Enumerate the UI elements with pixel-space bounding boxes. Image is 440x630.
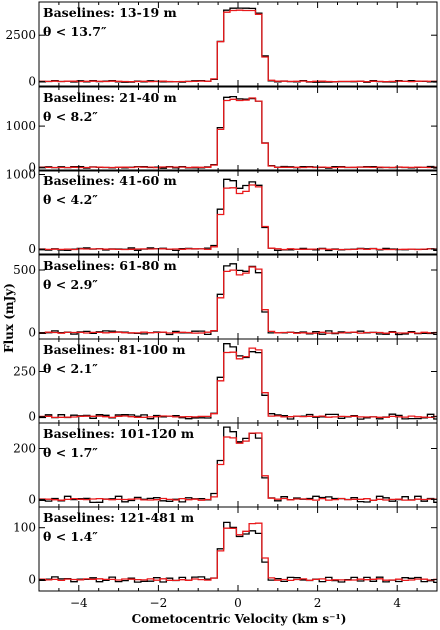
observed-spectrum-line bbox=[39, 521, 437, 584]
panel-theta-label: θ < 1.4″ bbox=[43, 529, 98, 544]
panel-theta-label: θ < 13.7″ bbox=[43, 24, 107, 39]
y-tick-label: 0 bbox=[28, 326, 36, 340]
model-spectrum-line bbox=[39, 266, 437, 334]
x-tick-label: 0 bbox=[234, 596, 242, 610]
y-tick-label: 1000 bbox=[5, 168, 36, 182]
panel-theta-label: θ < 2.9″ bbox=[43, 277, 98, 292]
y-tick-label: 1000 bbox=[5, 119, 36, 133]
y-tick-label: 0 bbox=[28, 410, 36, 424]
panel-theta-label: θ < 4.2″ bbox=[43, 192, 98, 207]
panel-2: 0 1000 Baselines: 21-40 m θ < 8.2″ bbox=[5, 86, 438, 174]
model-spectrum-line bbox=[39, 347, 437, 419]
y-tick-label: 0 bbox=[28, 74, 36, 88]
y-tick-label: 0 bbox=[28, 160, 36, 174]
y-tick-label: 250 bbox=[13, 365, 36, 379]
model-spectrum-line bbox=[39, 432, 437, 501]
model-spectrum-line bbox=[39, 522, 437, 582]
y-tick-label: 100 bbox=[13, 521, 36, 535]
panel-baseline-label: Baselines: 61-80 m bbox=[43, 258, 177, 273]
y-tick-label: 2500 bbox=[5, 28, 36, 42]
panel-5: 0 250 Baselines: 81-100 m θ < 2.1″ bbox=[13, 338, 438, 424]
y-axis-label: Flux (mJy) bbox=[2, 283, 16, 353]
y-tick-label: 0 bbox=[28, 492, 36, 506]
model-spectrum-line bbox=[39, 184, 437, 251]
panel-theta-label: θ < 2.1″ bbox=[43, 361, 98, 376]
panel-baseline-label: Baselines: 21-40 m bbox=[43, 90, 177, 105]
model-spectrum-line bbox=[39, 97, 437, 169]
panel-3: 0 1000 Baselines: 41-60 m θ < 4.2″ bbox=[5, 168, 438, 256]
x-tick-label: 2 bbox=[314, 596, 322, 610]
observed-spectrum-line bbox=[39, 95, 437, 169]
panel-baseline-label: Baselines: 41-60 m bbox=[43, 173, 177, 188]
panel-7: 0 100 Baselines: 121-481 m θ < 1.4″ bbox=[13, 506, 438, 592]
model-spectrum-line bbox=[39, 9, 437, 83]
panel-1: 0 2500 Baselines: 13-19 m θ < 13.7″ bbox=[5, 1, 438, 88]
panel-4: 0 500 Baselines: 61-80 m θ < 2.9″ bbox=[13, 254, 438, 340]
observed-spectrum-line bbox=[39, 178, 437, 252]
x-tick-label: 4 bbox=[393, 596, 401, 610]
panel-6: 0 200 Baselines: 101-120 m θ < 1.7″ bbox=[13, 422, 438, 508]
x-tick-label: −4 bbox=[70, 596, 88, 610]
panel-baseline-label: Baselines: 13-19 m bbox=[43, 5, 177, 20]
panel-baseline-label: Baselines: 121-481 m bbox=[43, 510, 194, 525]
panel-baseline-label: Baselines: 101-120 m bbox=[43, 426, 194, 441]
y-tick-label: 500 bbox=[13, 263, 36, 277]
x-axis-label: Cometocentric Velocity (km s⁻¹) bbox=[132, 612, 347, 626]
y-tick-label: 200 bbox=[13, 442, 36, 456]
x-tick-label: −2 bbox=[150, 596, 168, 610]
y-tick-label: 0 bbox=[28, 242, 36, 256]
panel-theta-label: θ < 8.2″ bbox=[43, 109, 98, 124]
y-tick-label: 0 bbox=[28, 573, 36, 587]
panel-baseline-label: Baselines: 81-100 m bbox=[43, 342, 185, 357]
panel-theta-label: θ < 1.7″ bbox=[43, 445, 98, 460]
